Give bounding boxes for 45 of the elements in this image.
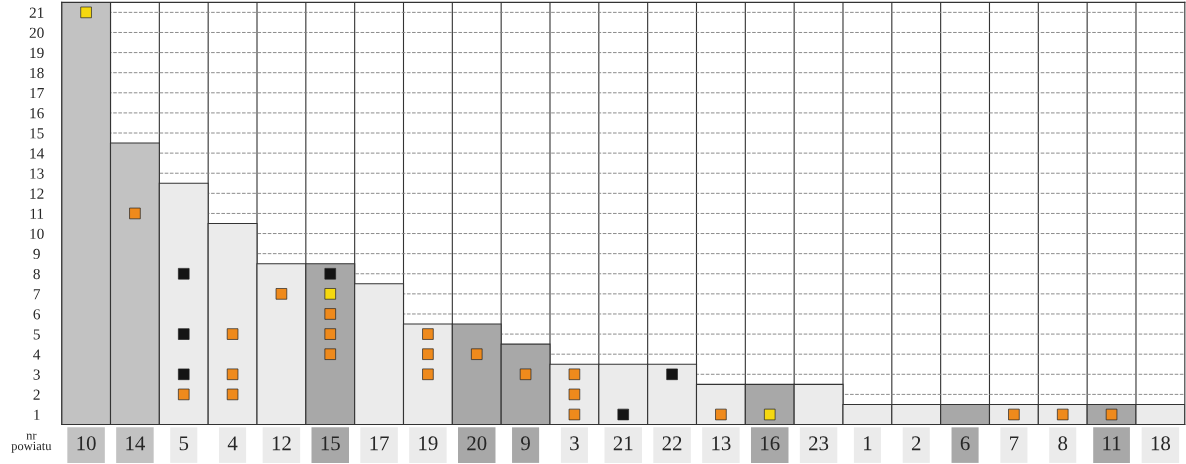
x-tick-label: 17 — [370, 436, 389, 451]
y-tick-label: 11 — [30, 208, 44, 219]
y-tick-label: 6 — [33, 309, 41, 320]
x-tick-label: 7 — [1010, 436, 1019, 451]
y-tick-label: 19 — [30, 47, 44, 59]
y-tick-label: 8 — [33, 268, 40, 280]
y-tick-label: 1 — [34, 409, 40, 420]
x-tick-label: 22 — [662, 436, 682, 451]
y-tick-label: 14 — [30, 148, 45, 159]
y-tick-label: 16 — [30, 108, 44, 119]
y-tick-label: 10 — [30, 228, 44, 239]
x-tick-label: 23 — [809, 436, 829, 451]
y-tick-label: 7 — [33, 289, 41, 300]
x-tick-label: 6 — [960, 436, 970, 451]
x-tick-label: 19 — [419, 436, 438, 451]
x-tick-label: 1 — [864, 436, 872, 451]
x-tick-label: 14 — [126, 436, 146, 451]
x-tick-label: 18 — [1151, 436, 1171, 451]
x-tick-label: 8 — [1058, 436, 1068, 451]
x-tick-label: 3 — [570, 436, 579, 451]
y-tick-label: 13 — [30, 168, 44, 179]
y-tick-label: 9 — [33, 248, 40, 260]
x-tick-label: 12 — [272, 436, 291, 451]
y-tick-label: 15 — [30, 128, 44, 139]
x-tick-label: 16 — [761, 436, 780, 451]
y-tick-label: 17 — [30, 88, 44, 99]
x-tick-label: 10 — [77, 436, 96, 451]
x-tick-label: 4 — [227, 436, 238, 451]
x-tick-label: 21 — [613, 436, 633, 451]
y-tick-label: 5 — [33, 329, 40, 340]
x-tick-label: 9 — [521, 436, 530, 451]
y-tick-label: 18 — [30, 67, 44, 79]
x-tick-label: 11 — [1103, 436, 1121, 451]
y-tick-label: 2 — [33, 389, 40, 400]
x-tick-label: 2 — [911, 436, 921, 451]
y-tick-label: 4 — [33, 349, 41, 360]
x-tick-label: 15 — [321, 436, 340, 451]
y-tick-label: 3 — [33, 369, 40, 380]
y-tick-label: 12 — [30, 188, 44, 199]
x-tick-label: 20 — [467, 436, 487, 451]
x-axis-title: nr powiatu — [11, 433, 52, 453]
x-tick-label: 13 — [712, 436, 731, 451]
y-tick-label: 21 — [29, 7, 44, 18]
y-tick-label: 20 — [29, 27, 44, 38]
x-tick-label: 5 — [179, 436, 189, 451]
